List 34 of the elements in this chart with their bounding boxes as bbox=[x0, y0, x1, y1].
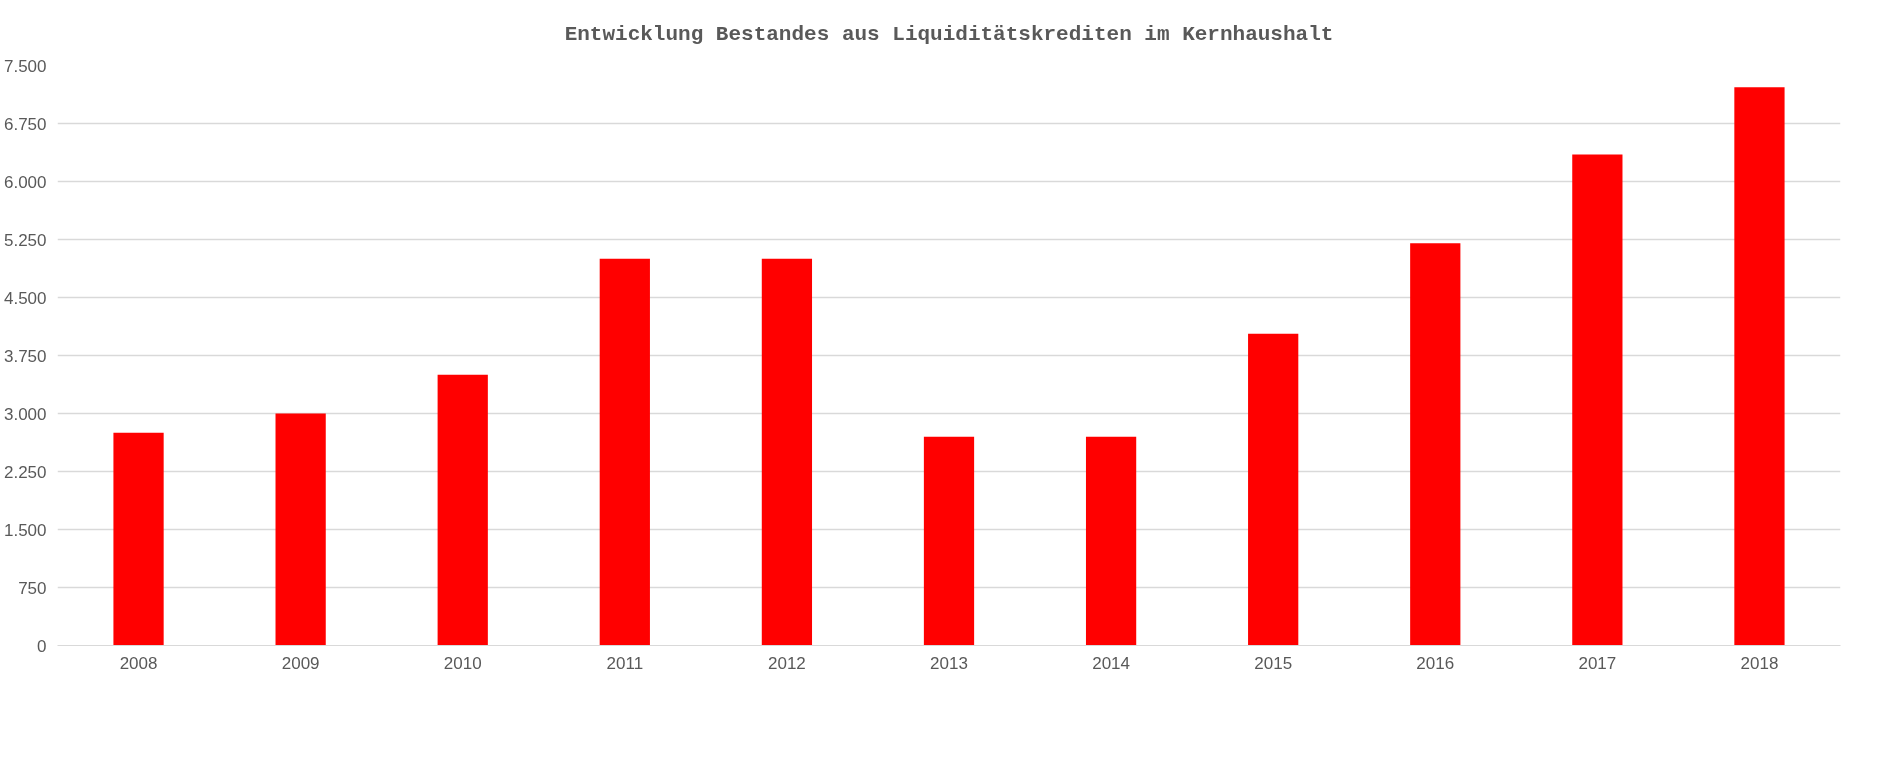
x-tick-label: 2013 bbox=[930, 653, 968, 673]
bar bbox=[113, 432, 164, 646]
y-tick-label: 3.750 bbox=[3, 346, 47, 366]
y-tick-label: 4.500 bbox=[3, 288, 47, 308]
chart-title: Entwicklung Bestandes aus Liquiditätskrediten im Kernhaushalt bbox=[564, 22, 1334, 46]
y-tick-label: 750 bbox=[18, 578, 47, 598]
x-tick-label: 2009 bbox=[281, 653, 320, 673]
y-tick-label: 6.000 bbox=[3, 172, 47, 192]
x-tick-label: 2010 bbox=[443, 653, 482, 673]
bar bbox=[599, 258, 650, 646]
y-tick-label: 6.750 bbox=[3, 114, 47, 134]
bar bbox=[1085, 436, 1137, 646]
bar bbox=[923, 436, 975, 646]
bar bbox=[275, 413, 326, 646]
y-tick-label: 3.000 bbox=[3, 404, 47, 424]
x-tick-label: 2008 bbox=[119, 653, 158, 673]
x-tick-label: 2012 bbox=[768, 653, 806, 673]
x-tick-label: 2017 bbox=[1578, 653, 1617, 673]
bar bbox=[1572, 154, 1623, 646]
x-tick-label: 2014 bbox=[1092, 653, 1131, 673]
bar bbox=[1248, 333, 1299, 646]
y-tick-label: 2.250 bbox=[3, 462, 47, 482]
y-tick-label: 7.500 bbox=[3, 56, 47, 76]
bar bbox=[437, 374, 488, 646]
x-tick-label: 2018 bbox=[1740, 653, 1779, 673]
y-tick-label: 0 bbox=[37, 636, 47, 656]
x-tick-label: 2016 bbox=[1416, 653, 1455, 673]
x-tick-label: 2011 bbox=[606, 653, 644, 673]
bar bbox=[761, 258, 813, 646]
bar bbox=[1410, 243, 1461, 646]
y-tick-label: 1.500 bbox=[3, 520, 47, 540]
x-tick-label: 2015 bbox=[1254, 653, 1293, 673]
y-tick-label: 5.250 bbox=[3, 230, 47, 250]
bar bbox=[1734, 87, 1785, 646]
